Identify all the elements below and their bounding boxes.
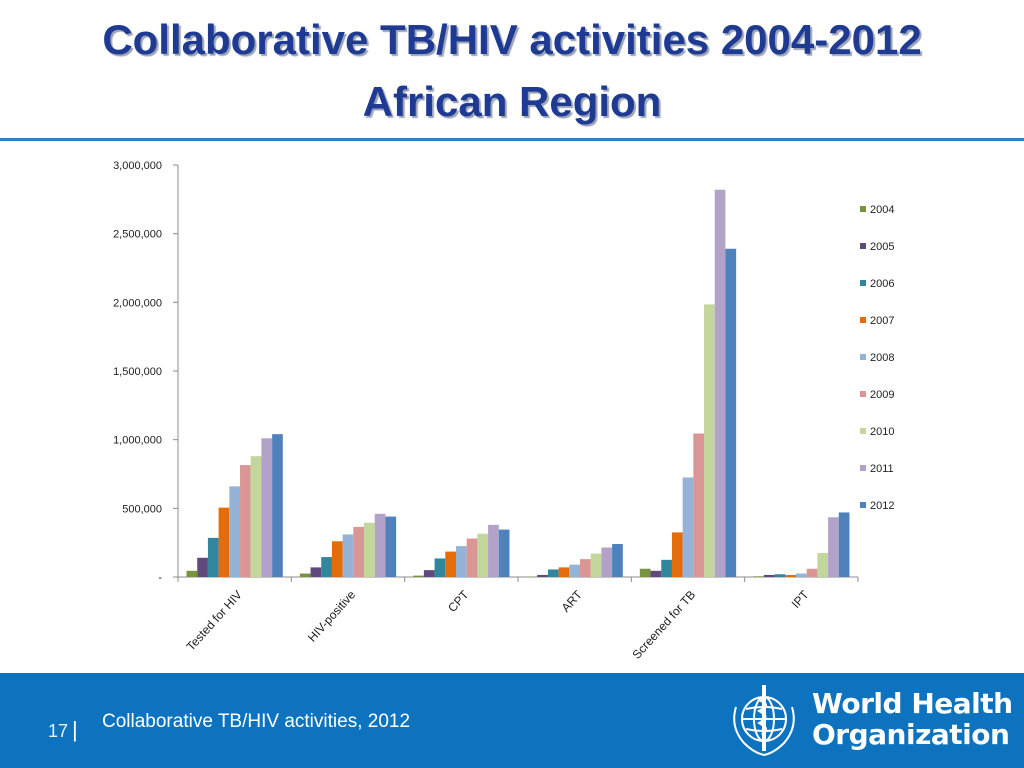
- bar-2007: [785, 574, 796, 577]
- bar-2012: [498, 529, 510, 577]
- legend-label: 2006: [870, 278, 894, 290]
- legend-swatch: [860, 502, 866, 508]
- legend-label: 2004: [870, 204, 894, 216]
- bar-2004: [639, 568, 651, 577]
- footer-bar: 17 | Collaborative TB/HIV activities, 20…: [0, 673, 1024, 768]
- legend-swatch: [860, 280, 866, 286]
- bar-2005: [537, 574, 548, 577]
- bar-2007: [445, 551, 456, 577]
- category-label: HIV-positive: [305, 587, 358, 644]
- bar-2011: [374, 513, 386, 577]
- bar-2011: [601, 547, 613, 577]
- category-label: ART: [559, 587, 586, 615]
- bar-2010: [364, 522, 375, 577]
- bar-2010: [477, 533, 489, 577]
- y-tick-label: -: [158, 572, 162, 584]
- legend-swatch: [860, 206, 866, 212]
- bar-2007: [671, 532, 683, 577]
- bar-2009: [466, 538, 478, 577]
- legend-label: 2012: [870, 500, 894, 512]
- y-tick-label: 1,500,000: [113, 366, 162, 378]
- category-label: Tested for HIV: [184, 588, 245, 654]
- bar-2008: [229, 486, 241, 577]
- category-label: Screened for TB: [629, 588, 698, 662]
- y-axis: - 500,000 1,000,000 1,500,000 2,000,000 2,500…: [113, 160, 179, 584]
- legend-swatch: [860, 428, 866, 434]
- bar-2009: [353, 526, 365, 577]
- bar-2004: [413, 575, 424, 577]
- bar-2009: [806, 568, 818, 577]
- bar-2011: [714, 189, 726, 577]
- legend-swatch: [860, 465, 866, 471]
- legend-label: 2011: [870, 463, 894, 475]
- bar-2012: [272, 434, 283, 577]
- bars-group: [186, 189, 850, 578]
- bar-2011: [828, 517, 839, 577]
- bar-2010: [817, 552, 829, 577]
- y-tick-label: 3,000,000: [113, 160, 162, 172]
- page-separator: |: [72, 717, 78, 742]
- bar-2011: [261, 438, 273, 577]
- bar-2008: [455, 546, 467, 577]
- bar-2005: [650, 570, 662, 577]
- bar-2008: [569, 564, 581, 577]
- bar-2006: [547, 569, 559, 577]
- x-axis: [177, 576, 859, 582]
- bar-2005: [423, 570, 435, 577]
- who-wordmark: World Health Organization: [812, 687, 1013, 751]
- bar-2009: [240, 465, 251, 577]
- bar-2011: [488, 524, 499, 577]
- bar-2012: [385, 516, 397, 577]
- bar-2007: [331, 541, 343, 577]
- bar-chart: - 500,000 1,000,000 1,500,000 2,000,000 2,500…: [113, 160, 894, 662]
- legend-swatch: [860, 354, 866, 360]
- category-label: CPT: [445, 587, 472, 615]
- y-tick-label: 2,500,000: [113, 229, 162, 241]
- bar-2007: [558, 567, 570, 577]
- bar-2010: [704, 304, 715, 577]
- bar-2005: [310, 567, 322, 577]
- bar-2007: [218, 507, 230, 577]
- y-tick-label: 500,000: [122, 503, 162, 515]
- legend-label: 2007: [870, 315, 894, 327]
- legend-label: 2005: [870, 241, 894, 253]
- bar-2006: [774, 574, 786, 577]
- legend-label: 2009: [870, 389, 894, 401]
- category-labels: Tested for HIV HIV-positive CPT ART Screened…: [184, 587, 812, 662]
- bar-2010: [250, 456, 262, 577]
- y-tick-label: 2,000,000: [113, 297, 162, 309]
- bar-2006: [661, 559, 672, 577]
- bar-2012: [612, 544, 623, 577]
- legend-label: 2008: [870, 352, 894, 364]
- page-title: Collaborative TB/HIV activities 2004-201…: [102, 16, 922, 63]
- page-number: 17: [48, 721, 69, 741]
- legend-swatch: [860, 317, 866, 323]
- bar-2008: [342, 534, 354, 577]
- bar-2008: [795, 573, 807, 577]
- bar-2004: [299, 573, 311, 577]
- bar-2012: [838, 512, 850, 577]
- bar-2009: [693, 433, 705, 577]
- who-emblem-icon: [733, 685, 795, 756]
- bar-2009: [580, 559, 591, 577]
- y-tick-label: 1,000,000: [113, 435, 162, 447]
- page-subtitle: African Region: [362, 78, 662, 125]
- legend: 2004 2005 2006 2007 2008 2009 2010 2011 2012: [860, 204, 894, 512]
- bar-2004: [186, 570, 198, 577]
- legend-swatch: [860, 243, 866, 249]
- bar-2010: [590, 553, 602, 577]
- footer-caption: Collaborative TB/HIV activities, 2012: [102, 711, 411, 732]
- bar-2006: [207, 537, 219, 577]
- bar-2006: [434, 558, 446, 577]
- bar-2005: [763, 574, 775, 577]
- bar-2004: [753, 576, 764, 577]
- bar-2005: [197, 557, 208, 577]
- title-divider: [0, 138, 1024, 141]
- legend-swatch: [860, 391, 866, 397]
- legend-label: 2010: [870, 426, 894, 438]
- bar-2008: [682, 477, 694, 577]
- category-label: IPT: [789, 587, 812, 611]
- bar-2012: [725, 248, 737, 578]
- bar-2006: [321, 557, 332, 577]
